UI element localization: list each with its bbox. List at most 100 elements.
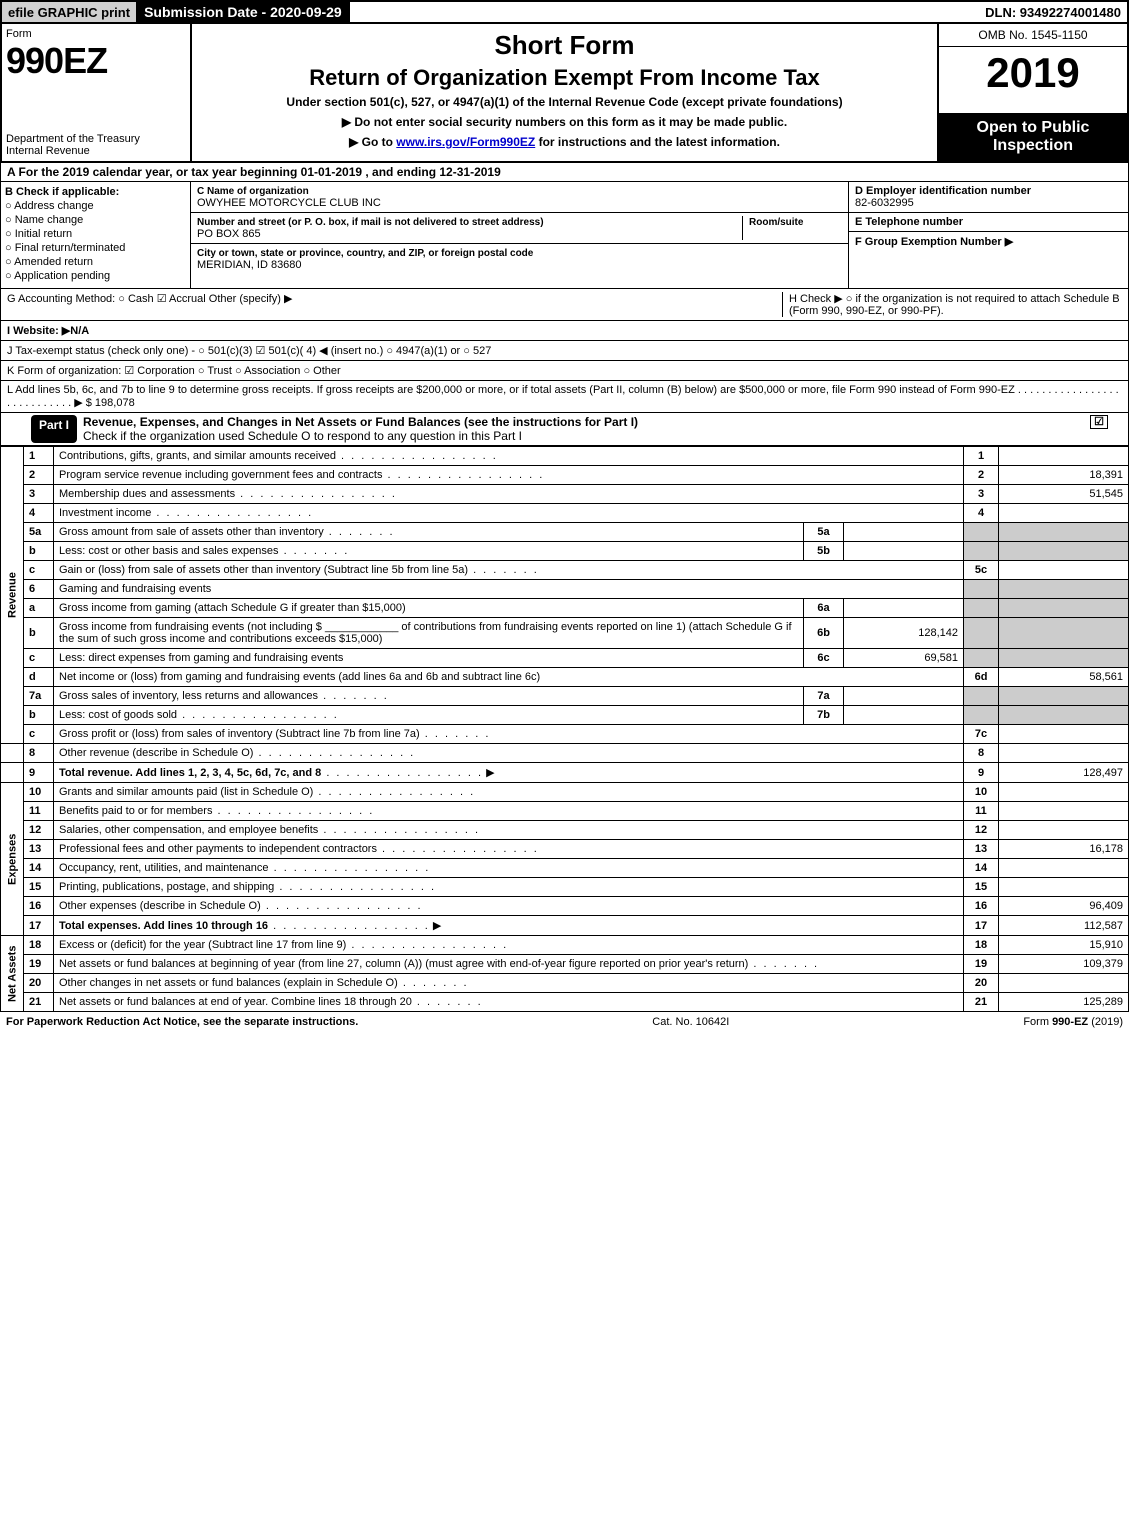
efile-print-button[interactable]: efile GRAPHIC print — [2, 2, 138, 22]
chk-address-change[interactable]: Address change — [5, 200, 186, 212]
chk-initial-return[interactable]: Initial return — [5, 228, 186, 240]
line-3-desc: Membership dues and assessments — [59, 488, 235, 500]
line-6-desc: Gaming and fundraising events — [54, 580, 964, 599]
dept-irs: Internal Revenue — [6, 145, 186, 157]
form-label: Form — [6, 28, 186, 40]
line-21-val: 125,289 — [999, 993, 1129, 1012]
line-12-val — [999, 821, 1129, 840]
label-org-name: C Name of organization — [197, 186, 309, 197]
line-7c-val — [999, 725, 1129, 744]
row-K-form-org: K Form of organization: ☑ Corporation ○ … — [0, 361, 1129, 381]
line-18-desc: Excess or (deficit) for the year (Subtra… — [59, 939, 346, 951]
line-21-desc: Net assets or fund balances at end of ye… — [59, 996, 412, 1008]
chk-amended-return[interactable]: Amended return — [5, 256, 186, 268]
line-13-desc: Professional fees and other payments to … — [59, 843, 377, 855]
val-org-name: OWYHEE MOTORCYCLE CLUB INC — [197, 197, 381, 209]
irs-link[interactable]: www.irs.gov/Form990EZ — [396, 135, 535, 149]
line-8-desc: Other revenue (describe in Schedule O) — [59, 747, 253, 759]
line-19-desc: Net assets or fund balances at beginning… — [59, 958, 748, 970]
line-16-desc: Other expenses (describe in Schedule O) — [59, 900, 261, 912]
form-title: Return of Organization Exempt From Incom… — [198, 65, 931, 91]
line-20-desc: Other changes in net assets or fund bala… — [59, 977, 398, 989]
line-11-val — [999, 802, 1129, 821]
line-6b-val: 128,142 — [844, 618, 964, 649]
line-6a-val — [844, 599, 964, 618]
row-G-accounting: G Accounting Method: ○ Cash ☑ Accrual Ot… — [7, 292, 782, 317]
line-7c-desc: Gross profit or (loss) from sales of inv… — [59, 728, 420, 740]
sidelabel-net-assets: Net Assets — [1, 936, 24, 1012]
line-6c-desc: Less: direct expenses from gaming and fu… — [59, 652, 343, 664]
line-6d-desc: Net income or (loss) from gaming and fun… — [59, 671, 540, 683]
line-17-desc: Total expenses. Add lines 10 through 16 — [59, 920, 268, 932]
row-A-tax-year: A For the 2019 calendar year, or tax yea… — [0, 163, 1129, 182]
val-city: MERIDIAN, ID 83680 — [197, 259, 302, 271]
ssn-warning: ▶ Do not enter social security numbers o… — [198, 115, 931, 129]
line-17-val: 112,587 — [999, 916, 1129, 936]
line-11-desc: Benefits paid to or for members — [59, 805, 212, 817]
line-15-desc: Printing, publications, postage, and shi… — [59, 881, 274, 893]
line-5a-val — [844, 523, 964, 542]
row-H-schedule-b: H Check ▶ ○ if the organization is not r… — [782, 292, 1122, 317]
footer-mid: Cat. No. 10642I — [652, 1016, 729, 1028]
chk-application-pending[interactable]: Application pending — [5, 270, 186, 282]
part-1-sub: Check if the organization used Schedule … — [83, 429, 522, 443]
submission-date: Submission Date - 2020-09-29 — [138, 2, 350, 22]
line-2-desc: Program service revenue including govern… — [59, 469, 382, 481]
line-6c-val: 69,581 — [844, 649, 964, 668]
sidelabel-expenses: Expenses — [1, 783, 24, 936]
line-7a-desc: Gross sales of inventory, less returns a… — [59, 690, 318, 702]
footer-left: For Paperwork Reduction Act Notice, see … — [6, 1016, 358, 1028]
line-5a-desc: Gross amount from sale of assets other t… — [59, 526, 324, 538]
line-5b-desc: Less: cost or other basis and sales expe… — [59, 545, 279, 557]
chk-final-return[interactable]: Final return/terminated — [5, 242, 186, 254]
col-B-checkboxes: B Check if applicable: Address change Na… — [1, 182, 191, 288]
part-1-header: Part I Revenue, Expenses, and Changes in… — [0, 413, 1129, 446]
line-15-val — [999, 878, 1129, 897]
page-footer: For Paperwork Reduction Act Notice, see … — [0, 1012, 1129, 1032]
line-4-val — [999, 504, 1129, 523]
footer-right: Form 990-EZ (2019) — [1023, 1016, 1123, 1028]
form-header: Form 990EZ Department of the Treasury In… — [0, 24, 1129, 163]
line-6d-val: 58,561 — [999, 668, 1129, 687]
line-7a-val — [844, 687, 964, 706]
line-10-desc: Grants and similar amounts paid (list in… — [59, 786, 313, 798]
form-number: 990EZ — [6, 40, 186, 82]
line-5c-desc: Gain or (loss) from sale of assets other… — [59, 564, 468, 576]
line-7b-val — [844, 706, 964, 725]
label-ein: D Employer identification number — [855, 185, 1031, 197]
line-3-val: 51,545 — [999, 485, 1129, 504]
line-13-val: 16,178 — [999, 840, 1129, 859]
line-19-val: 109,379 — [999, 955, 1129, 974]
dln-number: DLN: 93492274001480 — [979, 2, 1127, 22]
goto-instructions: ▶ Go to www.irs.gov/Form990EZ for instru… — [198, 135, 931, 149]
line-14-desc: Occupancy, rent, utilities, and maintena… — [59, 862, 269, 874]
line-14-val — [999, 859, 1129, 878]
part-1-table: Revenue 1 Contributions, gifts, grants, … — [0, 446, 1129, 1012]
line-7b-desc: Less: cost of goods sold — [59, 709, 177, 721]
line-10-val — [999, 783, 1129, 802]
label-phone: E Telephone number — [855, 216, 963, 228]
sidelabel-revenue: Revenue — [1, 447, 24, 744]
row-J-tax-exempt: J Tax-exempt status (check only one) - ○… — [0, 341, 1129, 361]
row-L-gross-receipts: L Add lines 5b, 6c, and 7b to line 9 to … — [0, 381, 1129, 413]
line-12-desc: Salaries, other compensation, and employ… — [59, 824, 318, 836]
line-16-val: 96,409 — [999, 897, 1129, 916]
line-8-val — [999, 744, 1129, 763]
line-2-val: 18,391 — [999, 466, 1129, 485]
open-public-badge: Open to Public Inspection — [939, 113, 1127, 161]
line-4-desc: Investment income — [59, 507, 151, 519]
line-6a-desc: Gross income from gaming (attach Schedul… — [59, 602, 406, 614]
label-city: City or town, state or province, country… — [197, 248, 533, 259]
val-ein: 82-6032995 — [855, 197, 914, 209]
under-section: Under section 501(c), 527, or 4947(a)(1)… — [198, 95, 931, 109]
label-group-exemption: F Group Exemption Number ▶ — [855, 236, 1013, 248]
label-room: Room/suite — [749, 217, 803, 228]
omb-number: OMB No. 1545-1150 — [939, 24, 1127, 47]
line-20-val — [999, 974, 1129, 993]
part-1-checkbox[interactable]: ☑ — [1090, 415, 1108, 429]
dept-treasury: Department of the Treasury — [6, 133, 186, 145]
chk-name-change[interactable]: Name change — [5, 214, 186, 226]
line-5b-val — [844, 542, 964, 561]
line-9-val: 128,497 — [999, 763, 1129, 783]
line-6b-desc: Gross income from fundraising events (no… — [59, 621, 792, 645]
